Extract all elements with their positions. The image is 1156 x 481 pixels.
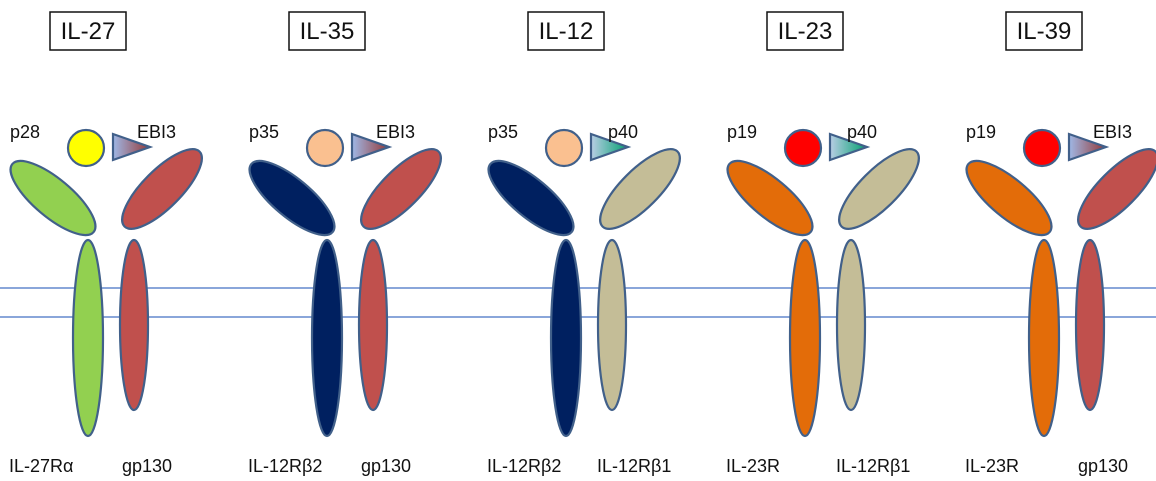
left-receptor-transmembrane-domain <box>1027 238 1061 438</box>
left-receptor-label: IL-27Rα <box>9 456 73 476</box>
alpha-subunit-label: p19 <box>727 122 757 142</box>
right-receptor-label: gp130 <box>122 456 172 476</box>
left-receptor-transmembrane-domain <box>310 238 344 438</box>
beta-subunit-label: p40 <box>608 122 638 142</box>
alpha-subunit-label: p19 <box>966 122 996 142</box>
alpha-subunit-circle <box>66 128 106 168</box>
left-receptor-extracellular-domain <box>965 159 1053 237</box>
beta-subunit-label: EBI3 <box>137 122 176 142</box>
beta-subunit-triangle <box>1067 132 1110 162</box>
beta-subunit-label: EBI3 <box>376 122 415 142</box>
right-receptor-transmembrane-domain <box>596 238 628 412</box>
beta-subunit-triangle <box>589 132 632 162</box>
beta-subunit-label: p40 <box>847 122 877 142</box>
cytokine-title-box <box>49 11 127 51</box>
right-receptor-extracellular-domain <box>121 148 203 230</box>
alpha-subunit-label: p28 <box>10 122 40 142</box>
alpha-subunit-circle <box>305 128 345 168</box>
cytokine-title-box <box>766 11 844 51</box>
cytokine-title-box <box>527 11 605 51</box>
beta-subunit-triangle <box>350 132 393 162</box>
alpha-subunit-label: p35 <box>488 122 518 142</box>
cytokine-title: IL-35 <box>300 18 355 45</box>
right-receptor-transmembrane-domain <box>1074 238 1106 412</box>
cytokine-panel-il-12: IL-12 p35 p40 IL-12Rβ2 IL-12Rβ1 <box>487 11 681 476</box>
left-receptor-extracellular-domain <box>9 159 97 237</box>
left-receptor-label: IL-23R <box>965 456 1019 476</box>
left-receptor-transmembrane-domain <box>71 238 105 438</box>
cytokine-panel-il-23: IL-23 p19 p40 IL-23R IL-12Rβ1 <box>726 11 920 476</box>
left-receptor-label: IL-12Rβ2 <box>487 456 561 476</box>
cytokine-title: IL-27 <box>61 18 116 45</box>
cytokine-title-box <box>288 11 366 51</box>
left-receptor-transmembrane-domain <box>788 238 822 438</box>
right-receptor-extracellular-domain <box>599 148 681 230</box>
right-receptor-label: gp130 <box>361 456 411 476</box>
cytokine-panel-il-35: IL-35 p35 EBI3 IL-12Rβ2 gp130 <box>248 11 442 476</box>
beta-subunit-triangle <box>111 132 154 162</box>
right-receptor-extracellular-domain <box>1077 148 1156 230</box>
cytokine-title: IL-23 <box>778 18 833 45</box>
left-receptor-label: IL-12Rβ2 <box>248 456 322 476</box>
cytokine-title: IL-12 <box>539 18 594 45</box>
alpha-subunit-label: p35 <box>249 122 279 142</box>
alpha-subunit-circle <box>544 128 584 168</box>
left-receptor-label: IL-23R <box>726 456 780 476</box>
right-receptor-label: IL-12Rβ1 <box>597 456 671 476</box>
cytokine-panel-il-39: IL-39 p19 EBI3 IL-23R gp130 <box>965 11 1156 476</box>
right-receptor-extracellular-domain <box>838 148 920 230</box>
left-receptor-extracellular-domain <box>248 159 336 237</box>
right-receptor-extracellular-domain <box>360 148 442 230</box>
cytokine-panel-il-27: IL-27 p28 EBI3 IL-27Rα gp130 <box>9 11 203 476</box>
left-receptor-transmembrane-domain <box>549 238 583 438</box>
right-receptor-transmembrane-domain <box>835 238 867 412</box>
right-receptor-label: gp130 <box>1078 456 1128 476</box>
left-receptor-extracellular-domain <box>487 159 575 237</box>
alpha-subunit-circle <box>1022 128 1062 168</box>
right-receptor-label: IL-12Rβ1 <box>836 456 910 476</box>
beta-subunit-label: EBI3 <box>1093 122 1132 142</box>
left-receptor-extracellular-domain <box>726 159 814 237</box>
alpha-subunit-circle <box>783 128 823 168</box>
beta-subunit-triangle <box>828 132 871 162</box>
right-receptor-transmembrane-domain <box>118 238 150 412</box>
right-receptor-transmembrane-domain <box>357 238 389 412</box>
cytokine-title-box <box>1005 11 1083 51</box>
cytokine-title: IL-39 <box>1017 18 1072 45</box>
